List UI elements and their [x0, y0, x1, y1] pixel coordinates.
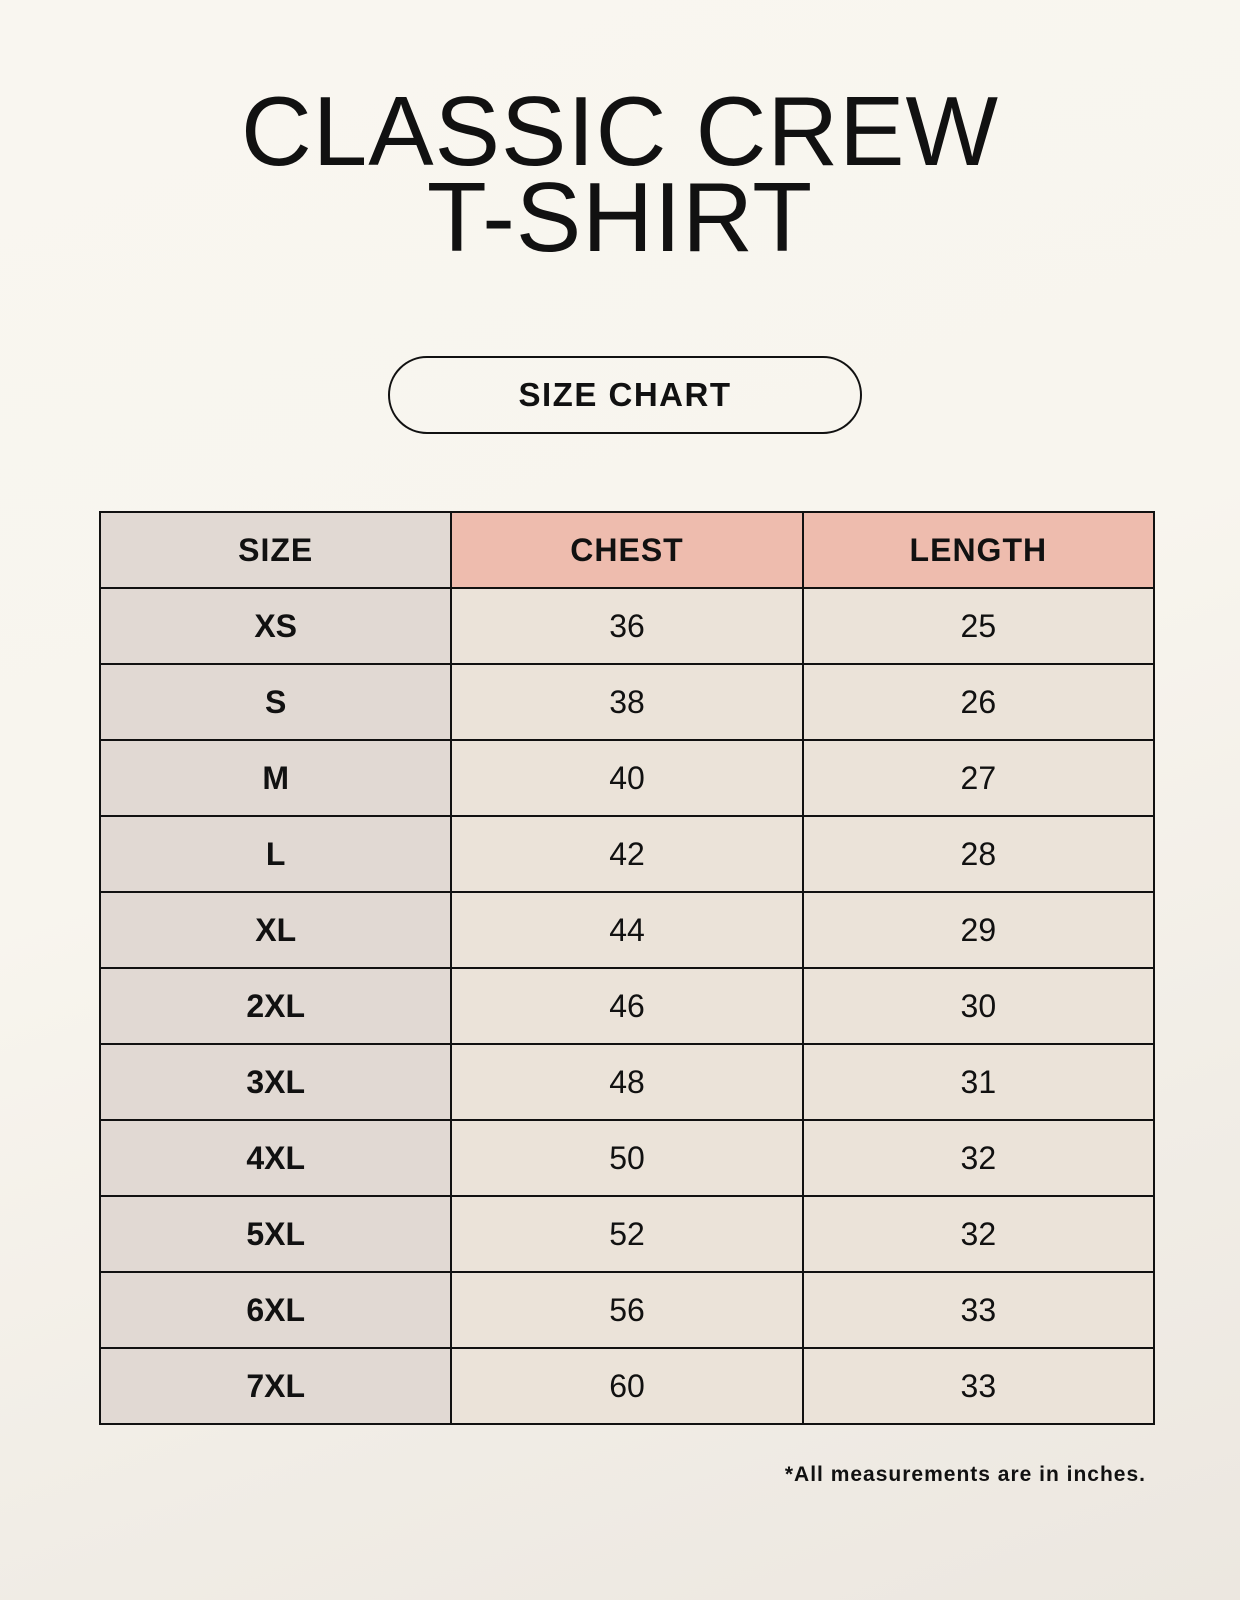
length-cell: 33	[801, 1271, 1156, 1349]
size-cell: 6XL	[98, 1271, 453, 1349]
chest-cell: 36	[450, 587, 804, 665]
header-size: SIZE	[98, 511, 453, 589]
size-chart-label: SIZE CHART	[388, 356, 862, 434]
chest-cell: 42	[450, 815, 804, 893]
chest-cell: 56	[450, 1271, 804, 1349]
length-cell: 30	[801, 967, 1156, 1045]
header-length: LENGTH	[801, 511, 1156, 589]
size-cell: XL	[98, 891, 453, 969]
size-cell: 5XL	[98, 1195, 453, 1273]
title-line-2: T-SHIRT	[426, 162, 814, 272]
table-row: XL 44 29	[98, 891, 1156, 969]
length-cell: 33	[801, 1347, 1156, 1425]
table-row: XS 36 25	[98, 587, 1156, 665]
length-cell: 28	[801, 815, 1156, 893]
chest-cell: 40	[450, 739, 804, 817]
length-cell: 31	[801, 1043, 1156, 1121]
length-cell: 27	[801, 739, 1156, 817]
size-cell: 2XL	[98, 967, 453, 1045]
length-cell: 32	[801, 1119, 1156, 1197]
table-row: 6XL 56 33	[98, 1271, 1156, 1349]
title-line-1: CLASSIC CREW	[240, 76, 999, 186]
length-cell: 25	[801, 587, 1156, 665]
chest-cell: 38	[450, 663, 804, 741]
size-cell: 3XL	[98, 1043, 453, 1121]
size-cell: L	[98, 815, 453, 893]
table-row: L 42 28	[98, 815, 1156, 893]
size-table: SIZE CHEST LENGTH XS 36 25 S 38 26 M 40 27 L 42 28 X…	[98, 511, 1156, 1425]
size-cell: 7XL	[98, 1347, 453, 1425]
table-row: 4XL 50 32	[98, 1119, 1156, 1197]
chest-cell: 44	[450, 891, 804, 969]
header-chest: CHEST	[450, 511, 804, 589]
table-row: 3XL 48 31	[98, 1043, 1156, 1121]
table-row: M 40 27	[98, 739, 1156, 817]
length-cell: 29	[801, 891, 1156, 969]
footnote: *All measurements are in inches.	[784, 1463, 1146, 1486]
table-header-row: SIZE CHEST LENGTH	[98, 511, 1156, 589]
table-row: 7XL 60 33	[98, 1347, 1156, 1425]
size-cell: XS	[98, 587, 453, 665]
size-cell: M	[98, 739, 453, 817]
size-cell: 4XL	[98, 1119, 453, 1197]
table-row: S 38 26	[98, 663, 1156, 741]
chest-cell: 48	[450, 1043, 804, 1121]
size-cell: S	[98, 663, 453, 741]
length-cell: 26	[801, 663, 1156, 741]
chest-cell: 60	[450, 1347, 804, 1425]
length-cell: 32	[801, 1195, 1156, 1273]
table-row: 2XL 46 30	[98, 967, 1156, 1045]
chest-cell: 52	[450, 1195, 804, 1273]
chest-cell: 50	[450, 1119, 804, 1197]
chest-cell: 46	[450, 967, 804, 1045]
table-row: 5XL 52 32	[98, 1195, 1156, 1273]
page-title: CLASSIC CREW T-SHIRT	[0, 76, 1240, 272]
